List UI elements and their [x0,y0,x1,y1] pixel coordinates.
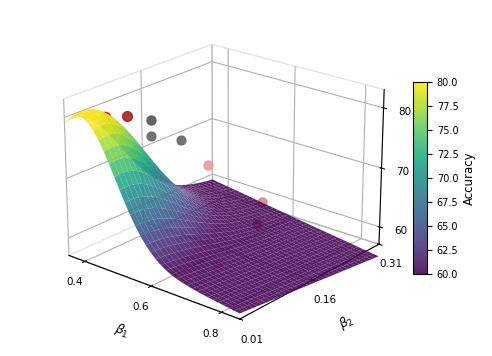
Y-axis label: Accuracy: Accuracy [462,151,476,205]
X-axis label: $\beta_1$: $\beta_1$ [112,320,132,341]
Y-axis label: $\beta_2$: $\beta_2$ [336,311,357,333]
